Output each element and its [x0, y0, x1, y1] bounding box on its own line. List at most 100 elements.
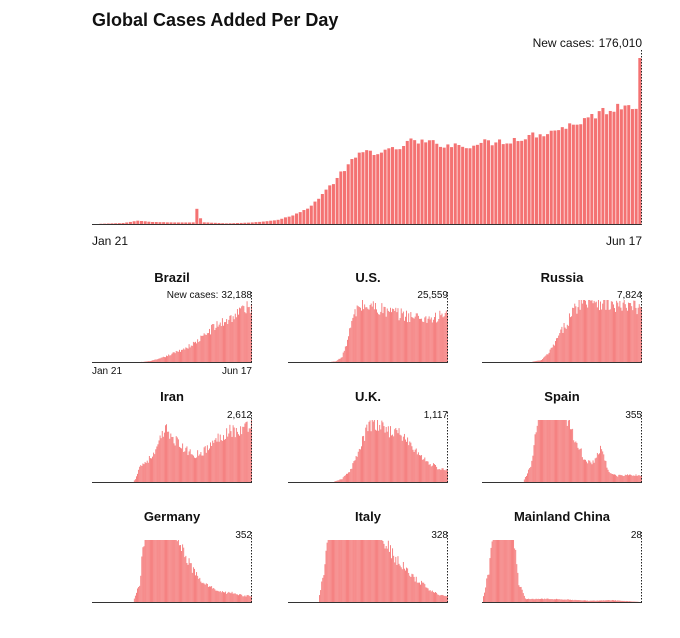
bar	[571, 316, 573, 362]
bar	[534, 361, 536, 362]
bar	[247, 431, 249, 482]
bar	[501, 540, 503, 602]
bar	[407, 568, 409, 602]
bar	[549, 599, 551, 602]
bar	[574, 442, 576, 482]
bar	[512, 540, 513, 602]
bar	[561, 326, 563, 362]
bar	[224, 439, 225, 482]
bar	[602, 303, 604, 362]
bar	[209, 586, 210, 602]
bar	[152, 360, 154, 362]
bar	[320, 194, 324, 224]
bar	[520, 140, 524, 224]
bar	[440, 470, 442, 482]
bar	[426, 461, 428, 482]
bar	[245, 596, 247, 602]
bar	[410, 312, 412, 362]
bar	[385, 426, 387, 482]
bar	[444, 312, 446, 362]
bar	[533, 445, 535, 482]
bar	[608, 110, 612, 224]
bar	[585, 300, 586, 362]
bar	[572, 599, 574, 602]
bar	[601, 600, 603, 602]
bar	[393, 436, 395, 482]
bar	[221, 440, 223, 482]
bar	[163, 432, 165, 482]
bar	[421, 580, 423, 602]
bar	[225, 322, 227, 362]
bar	[165, 540, 166, 602]
bar	[170, 540, 172, 602]
bar	[557, 337, 559, 362]
bar	[413, 451, 415, 482]
bar	[568, 420, 570, 482]
bar	[226, 428, 228, 482]
bar	[532, 598, 534, 602]
bar	[344, 540, 346, 602]
bar	[639, 475, 641, 482]
bar	[567, 420, 569, 482]
bar	[425, 587, 427, 602]
bar	[587, 600, 589, 602]
bar	[146, 361, 148, 362]
bar	[547, 598, 549, 602]
bar	[192, 567, 194, 602]
bar	[189, 449, 191, 482]
bar	[505, 540, 507, 602]
bar	[442, 147, 446, 224]
bar	[516, 141, 520, 224]
bar	[549, 349, 551, 362]
bar	[538, 360, 540, 362]
bar	[350, 469, 352, 482]
bar	[187, 455, 189, 482]
bar	[632, 475, 634, 482]
bar	[537, 360, 539, 362]
bar	[168, 540, 170, 602]
bar	[619, 109, 623, 224]
bar	[506, 540, 508, 602]
bar	[492, 540, 494, 602]
bar	[210, 586, 211, 602]
bar	[371, 540, 373, 602]
bar	[622, 600, 624, 602]
bar	[531, 598, 533, 602]
spain-chart: Spain 355	[482, 389, 642, 483]
bar	[430, 591, 432, 602]
bar	[250, 304, 252, 362]
bar	[549, 420, 551, 482]
bar	[409, 441, 411, 482]
bar	[189, 347, 191, 362]
bar	[234, 593, 236, 602]
bar	[421, 455, 423, 482]
bar	[562, 332, 564, 362]
bar	[630, 109, 634, 224]
bar	[171, 540, 173, 602]
bar	[151, 221, 155, 224]
bar	[187, 222, 191, 224]
bar	[371, 420, 373, 482]
bar	[170, 433, 172, 482]
bar	[545, 420, 547, 482]
bar	[342, 477, 344, 482]
bar	[199, 577, 201, 602]
bar	[580, 300, 582, 362]
bar	[240, 426, 242, 482]
bar	[370, 540, 372, 602]
bar	[553, 420, 555, 482]
bar	[579, 448, 581, 482]
bar	[229, 424, 231, 482]
bar	[411, 573, 413, 602]
bar	[190, 563, 192, 602]
bar	[244, 595, 246, 602]
bar	[541, 420, 542, 482]
bar	[217, 222, 221, 224]
bar	[232, 593, 234, 602]
bar	[629, 474, 630, 482]
bar	[383, 149, 387, 224]
bar	[370, 303, 372, 362]
bar	[615, 600, 617, 602]
bar	[429, 464, 431, 482]
bar	[524, 477, 526, 482]
